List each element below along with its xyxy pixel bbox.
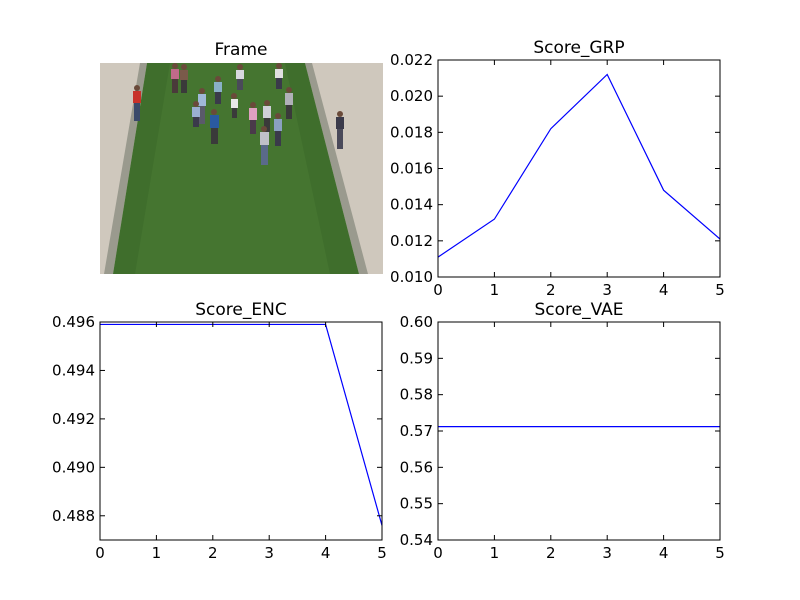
pedestrian [336, 111, 344, 149]
x-tick-label: 3 [602, 544, 612, 562]
pedestrian [214, 76, 222, 104]
axes-frame [99, 321, 383, 541]
pedestrian [198, 88, 206, 124]
y-tick-label: 0.018 [390, 123, 433, 141]
y-tick-label: 0.020 [390, 87, 433, 105]
pedestrian [285, 87, 293, 119]
y-tick-label: 0.58 [400, 386, 433, 404]
x-tick-label: 4 [321, 544, 331, 562]
frame-title: Frame [215, 40, 268, 60]
pedestrian [236, 64, 244, 90]
series-line [438, 73, 720, 258]
y-tick-label: 0.59 [400, 349, 433, 367]
x-tick-label: 1 [152, 544, 162, 562]
x-tick-label: 5 [715, 544, 725, 562]
y-tick-label: 0.60 [400, 313, 433, 331]
x-tick-label: 1 [490, 281, 500, 299]
pedestrian [274, 113, 282, 146]
axes-frame [437, 59, 721, 278]
x-tick-label: 3 [602, 281, 612, 299]
x-tick-label: 2 [546, 544, 556, 562]
series-line [100, 323, 382, 526]
y-tick-label: 0.494 [52, 361, 95, 379]
y-tick-label: 0.55 [400, 495, 433, 513]
x-tick-label: 4 [659, 544, 669, 562]
x-tick-label: 2 [546, 281, 556, 299]
grass-shade [135, 63, 330, 274]
chart-score-grp: Score_GRP 0 1 2 3 4 5 0.010 0.012 0.014 0.016 0.018… [390, 38, 725, 299]
y-tick-label: 0.010 [390, 268, 433, 286]
y-tick-label: 0.012 [390, 232, 433, 250]
chart-title: Score_VAE [534, 300, 623, 320]
y-tick-label: 0.54 [400, 531, 433, 549]
pedestrian [133, 85, 141, 121]
x-tick-label: 0 [95, 544, 105, 562]
pedestrians [133, 63, 344, 165]
x-tick-label: 0 [433, 281, 443, 299]
y-tick-label: 0.496 [52, 313, 95, 331]
y-tick-label: 0.016 [390, 160, 433, 178]
axes-frame [437, 321, 721, 541]
x-tick-label: 5 [715, 281, 725, 299]
chart-score-vae: Score_VAE 0 1 2 3 4 5 0.54 0.55 0.56 0.57 0.58 0.59 0… [400, 300, 725, 562]
y-tick-label: 0.488 [52, 507, 95, 525]
x-tick-label: 0 [433, 544, 443, 562]
chart-score-enc: Score_ENC 0 1 2 3 4 5 0.488 0.490 0.492 0.494 0.496 [52, 300, 387, 562]
chart-title: Score_GRP [533, 38, 624, 58]
pedestrian [192, 101, 200, 127]
pedestrian [180, 64, 188, 93]
frame-image [100, 63, 383, 274]
pedestrian [171, 63, 179, 93]
pedestrian [263, 100, 271, 132]
pedestrian [249, 102, 257, 134]
x-tick-label: 1 [490, 544, 500, 562]
pedestrian [275, 63, 283, 89]
y-tick-label: 0.56 [400, 458, 433, 476]
right-curb [305, 63, 368, 274]
y-tick-label: 0.57 [400, 422, 433, 440]
y-tick-label: 0.492 [52, 410, 95, 428]
y-tick-label: 0.014 [390, 196, 433, 214]
x-tick-label: 5 [377, 544, 387, 562]
chart-title: Score_ENC [195, 300, 286, 320]
pedestrian [231, 93, 238, 118]
x-tick-label: 3 [264, 544, 274, 562]
x-tick-label: 4 [659, 281, 669, 299]
frame-panel: Frame [100, 40, 383, 274]
x-tick-label: 2 [208, 544, 218, 562]
pedestrian [260, 126, 269, 165]
y-tick-label: 0.490 [52, 458, 95, 476]
pedestrian [210, 109, 219, 144]
y-tick-label: 0.022 [390, 51, 433, 69]
